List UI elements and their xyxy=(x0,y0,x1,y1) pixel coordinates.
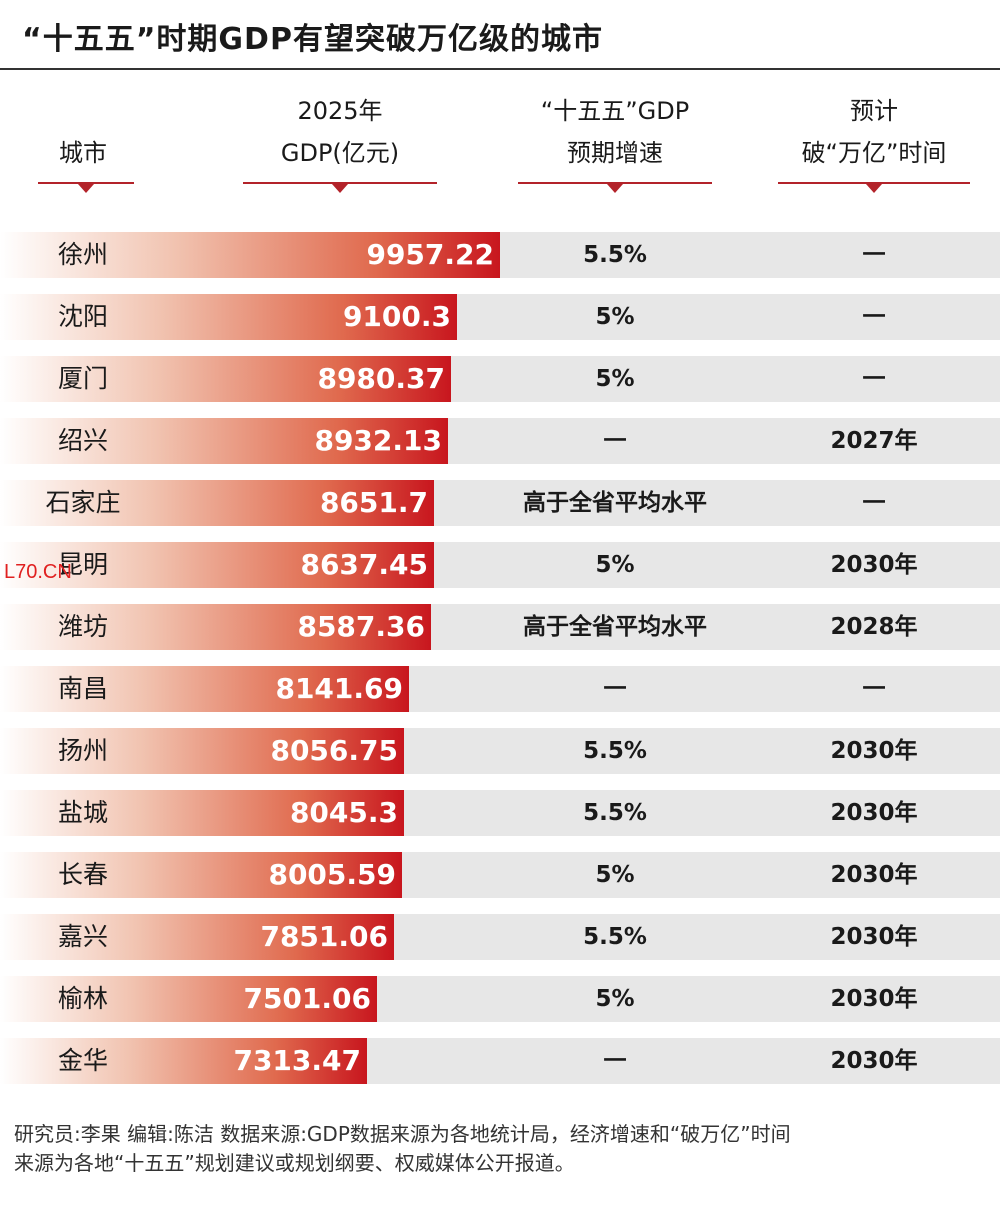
header-year-rule xyxy=(778,182,970,193)
gdp-value-label: 9100.3 xyxy=(342,300,451,333)
growth-rate: 一 xyxy=(603,1048,627,1074)
growth-rate: 高于全省平均水平 xyxy=(523,614,707,640)
growth-rate: 一 xyxy=(603,428,627,454)
gdp-bar xyxy=(0,232,500,278)
city-label: 金华 xyxy=(57,1046,108,1075)
title-divider xyxy=(0,68,1000,70)
gdp-value-label: 8932.13 xyxy=(314,424,442,457)
source-note-line-1: 研究员:李果 编辑:陈洁 数据来源:GDP数据来源为各地统计局，经济增速和“破万… xyxy=(14,1122,791,1146)
breakthrough-year: 2030年 xyxy=(830,552,918,578)
gdp-bar xyxy=(0,480,434,526)
breakthrough-year: 一 xyxy=(862,304,886,330)
header-gdp: 2025年 GDP(亿元) xyxy=(240,90,440,174)
source-note-line-2: 来源为各地“十五五”规划建议或规划纲要、权威媒体公开报道。 xyxy=(14,1151,575,1175)
gdp-bar xyxy=(0,294,457,340)
growth-rate: 5.5% xyxy=(583,924,647,950)
breakthrough-year: 2030年 xyxy=(830,800,918,826)
header-year-line-1: 预计 xyxy=(850,97,898,125)
growth-rate: 高于全省平均水平 xyxy=(523,490,707,516)
growth-rate: 5.5% xyxy=(583,800,647,826)
gdp-bar xyxy=(0,914,394,960)
header-growth-rule xyxy=(518,182,712,193)
gdp-value-label: 9957.22 xyxy=(366,238,494,271)
breakthrough-year: 2030年 xyxy=(830,1048,918,1074)
watermark: L70.CN xyxy=(4,561,72,583)
city-label: 南昌 xyxy=(57,674,108,703)
city-label: 潍坊 xyxy=(57,612,108,641)
city-label: 榆林 xyxy=(57,984,108,1013)
breakthrough-year: 一 xyxy=(862,490,886,516)
gdp-value-label: 8587.36 xyxy=(297,610,425,643)
header-growth-line-1: “十五五”GDP xyxy=(540,97,690,125)
gdp-value-label: 7501.06 xyxy=(243,982,371,1015)
city-label: 厦门 xyxy=(57,364,108,393)
gdp-bar xyxy=(0,418,448,464)
gdp-bar xyxy=(0,604,431,650)
city-label: 长春 xyxy=(57,860,108,889)
gdp-bar xyxy=(0,356,451,402)
growth-rate: 5.5% xyxy=(583,242,647,268)
header-year: 预计 破“万亿”时间 xyxy=(764,90,984,174)
breakthrough-year: 2030年 xyxy=(830,862,918,888)
city-label: 徐州 xyxy=(57,240,108,269)
growth-rate: 5% xyxy=(595,304,635,330)
gdp-bar xyxy=(0,790,404,836)
breakthrough-year: 一 xyxy=(862,676,886,702)
gdp-bar xyxy=(0,1038,367,1084)
gdp-value-label: 8045.3 xyxy=(289,796,398,829)
city-label: 盐城 xyxy=(57,798,108,827)
growth-rate: 一 xyxy=(603,676,627,702)
header-city-line: 城市 xyxy=(59,139,107,167)
gdp-value-label: 8056.75 xyxy=(270,734,398,767)
chart-title: “十五五”时期GDP有望突破万亿级的城市 xyxy=(22,22,603,57)
breakthrough-year: 2030年 xyxy=(830,986,918,1012)
header-gdp-line-2: GDP(亿元) xyxy=(280,139,400,167)
growth-rate: 5% xyxy=(595,862,635,888)
breakthrough-year: 2030年 xyxy=(830,738,918,764)
growth-rate: 5.5% xyxy=(583,738,647,764)
header-year-line-2: 破“万亿”时间 xyxy=(801,139,947,167)
city-label: 昆明 xyxy=(57,550,108,579)
gdp-value-label: 7851.06 xyxy=(260,920,388,953)
header-city-rule xyxy=(38,182,134,193)
header-city: 城市 xyxy=(0,132,166,174)
gdp-bar xyxy=(0,542,434,588)
city-label: 石家庄 xyxy=(45,488,121,517)
header-growth-line-2: 预期增速 xyxy=(567,139,663,167)
gdp-bar xyxy=(0,976,377,1022)
gdp-bar xyxy=(0,666,409,712)
breakthrough-year: 2027年 xyxy=(830,428,918,454)
city-label: 绍兴 xyxy=(57,426,108,455)
source-note: 研究员:李果 编辑:陈洁 数据来源:GDP数据来源为各地统计局，经济增速和“破万… xyxy=(14,1120,989,1178)
breakthrough-year: 一 xyxy=(862,242,886,268)
city-label: 嘉兴 xyxy=(57,922,108,951)
gdp-value-label: 8980.37 xyxy=(317,362,445,395)
gdp-value-label: 8637.45 xyxy=(300,548,428,581)
gdp-value-label: 8141.69 xyxy=(275,672,403,705)
gdp-bar xyxy=(0,852,402,898)
growth-rate: 5% xyxy=(595,552,635,578)
breakthrough-year: 2028年 xyxy=(830,614,918,640)
header-gdp-rule xyxy=(243,182,437,193)
city-label: 沈阳 xyxy=(57,302,108,331)
gdp-bar xyxy=(0,728,404,774)
gdp-value-label: 7313.47 xyxy=(233,1044,361,1077)
gdp-value-label: 8651.7 xyxy=(319,486,428,519)
header-gdp-line-1: 2025年 xyxy=(297,97,383,125)
city-label: 扬州 xyxy=(57,736,108,765)
growth-rate: 5% xyxy=(595,986,635,1012)
breakthrough-year: 2030年 xyxy=(830,924,918,950)
growth-rate: 5% xyxy=(595,366,635,392)
header-growth: “十五五”GDP 预期增速 xyxy=(505,90,725,174)
breakthrough-year: 一 xyxy=(862,366,886,392)
gdp-value-label: 8005.59 xyxy=(268,858,396,891)
